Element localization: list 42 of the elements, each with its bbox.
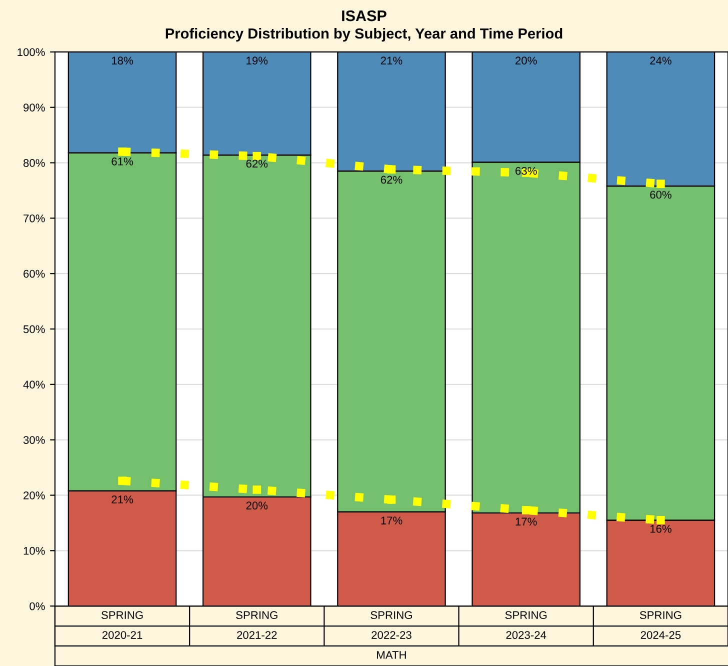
text: MATH (377, 651, 406, 659)
point (118, 476, 126, 485)
x-tick-label: SPRING 2020-21 (101, 611, 143, 639)
data-label: 16% (650, 524, 672, 533)
data-label: 17% (516, 518, 537, 526)
y-tick-label: 20% (24, 492, 45, 500)
point (387, 496, 396, 504)
data-label: 20% (246, 502, 268, 510)
chart-subtitle: Proficiency Distribution by Subject, Year and Time Period (166, 28, 562, 42)
y-tick-label: 100% (18, 48, 45, 56)
y-tick-label: 40% (23, 380, 45, 389)
y-tick-label: 0% (30, 602, 45, 610)
data-label: 21% (380, 56, 402, 64)
x-tick-label: SPRING 2023-24 (505, 611, 547, 639)
x-tick-label: SPRING 2022-23 (370, 611, 412, 639)
data-label: 18% (112, 56, 133, 65)
data-label: 17% (381, 516, 402, 524)
point (252, 486, 262, 494)
data-label: 63% (516, 166, 537, 175)
y-tick-label: 60% (24, 270, 45, 278)
data-label: 62% (380, 176, 402, 184)
x-tick-label: SPRING 2021-22 (236, 611, 278, 639)
y-tick-label: 10% (24, 546, 45, 555)
data-label: 62% (246, 160, 268, 168)
data-label: 24% (650, 56, 672, 64)
y-tick-label: 80% (23, 159, 45, 167)
data-label: 19% (246, 56, 268, 65)
y-tick-label: 30% (23, 436, 45, 444)
y-tick-label: 90% (24, 104, 45, 112)
chart-title: ISASP (342, 10, 386, 22)
point (522, 506, 530, 514)
y-tick-label: 70% (24, 214, 45, 222)
point (656, 180, 665, 188)
point (387, 165, 396, 174)
data-label: 60% (650, 190, 672, 199)
y-tick-label: 50% (23, 325, 45, 334)
point (118, 148, 126, 156)
x-tick-label: SPRING 2024-25 (640, 611, 682, 639)
data-label: 61% (112, 158, 133, 166)
point (656, 516, 665, 524)
data-label: 20% (516, 56, 537, 65)
data-label: 21% (112, 496, 133, 504)
